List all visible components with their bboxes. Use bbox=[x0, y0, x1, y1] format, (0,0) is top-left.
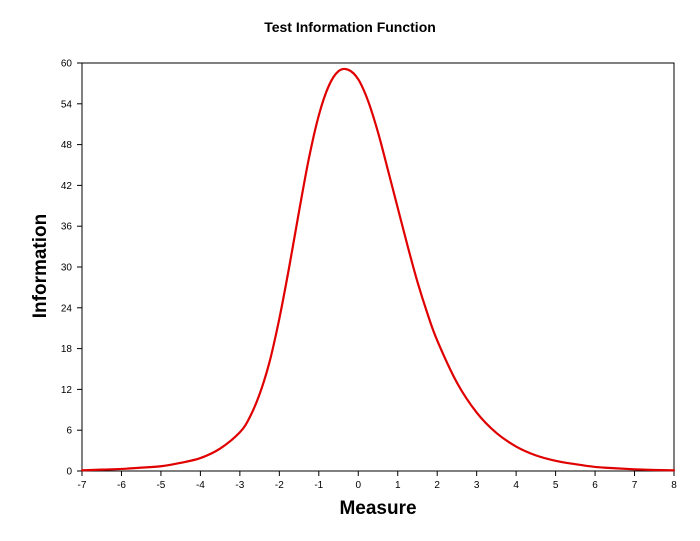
y-tick-label: 42 bbox=[61, 181, 73, 192]
y-tick-label: 30 bbox=[61, 263, 73, 274]
x-tick-label: 6 bbox=[592, 480, 598, 491]
y-tick-label: 54 bbox=[61, 99, 73, 110]
y-tick-label: 36 bbox=[61, 222, 73, 233]
y-tick-label: 48 bbox=[61, 140, 73, 151]
y-tick-label: 24 bbox=[61, 303, 73, 314]
axes bbox=[81, 62, 675, 472]
x-tick-label: -4 bbox=[196, 480, 205, 491]
x-tick-label: -2 bbox=[275, 480, 284, 491]
plot-frame bbox=[81, 62, 675, 472]
x-tick-label: -3 bbox=[235, 480, 244, 491]
x-axis-label: Measure bbox=[339, 498, 416, 519]
y-tick-label: 6 bbox=[66, 426, 72, 437]
x-tick-label: 2 bbox=[434, 480, 440, 491]
ticks: -7 -6 -5 -4 -3 -2 -1 0 1 2 3 4 5 6 7 806121824303642485… bbox=[61, 59, 677, 492]
y-axis-label: Information bbox=[30, 214, 51, 319]
x-tick-label: -7 bbox=[78, 480, 87, 491]
x-tick-label: 8 bbox=[671, 480, 677, 491]
y-tick-label: 60 bbox=[61, 59, 73, 70]
x-tick-label: -1 bbox=[314, 480, 323, 491]
x-tick-label: -6 bbox=[117, 480, 126, 491]
information-curve bbox=[80, 67, 676, 472]
y-tick-label: 12 bbox=[61, 385, 73, 396]
y-tick-label: 0 bbox=[66, 467, 72, 478]
chart-title: Test Information Function bbox=[264, 19, 436, 35]
x-tick-label: 1 bbox=[395, 480, 401, 491]
x-tick-label: 7 bbox=[632, 480, 638, 491]
series-layer bbox=[80, 67, 676, 472]
x-tick-label: -5 bbox=[156, 480, 165, 491]
x-tick-label: 3 bbox=[474, 480, 480, 491]
x-tick-label: 4 bbox=[513, 480, 519, 491]
y-tick-label: 18 bbox=[61, 344, 73, 355]
x-tick-label: 0 bbox=[355, 480, 361, 491]
x-tick-label: 5 bbox=[553, 480, 559, 491]
